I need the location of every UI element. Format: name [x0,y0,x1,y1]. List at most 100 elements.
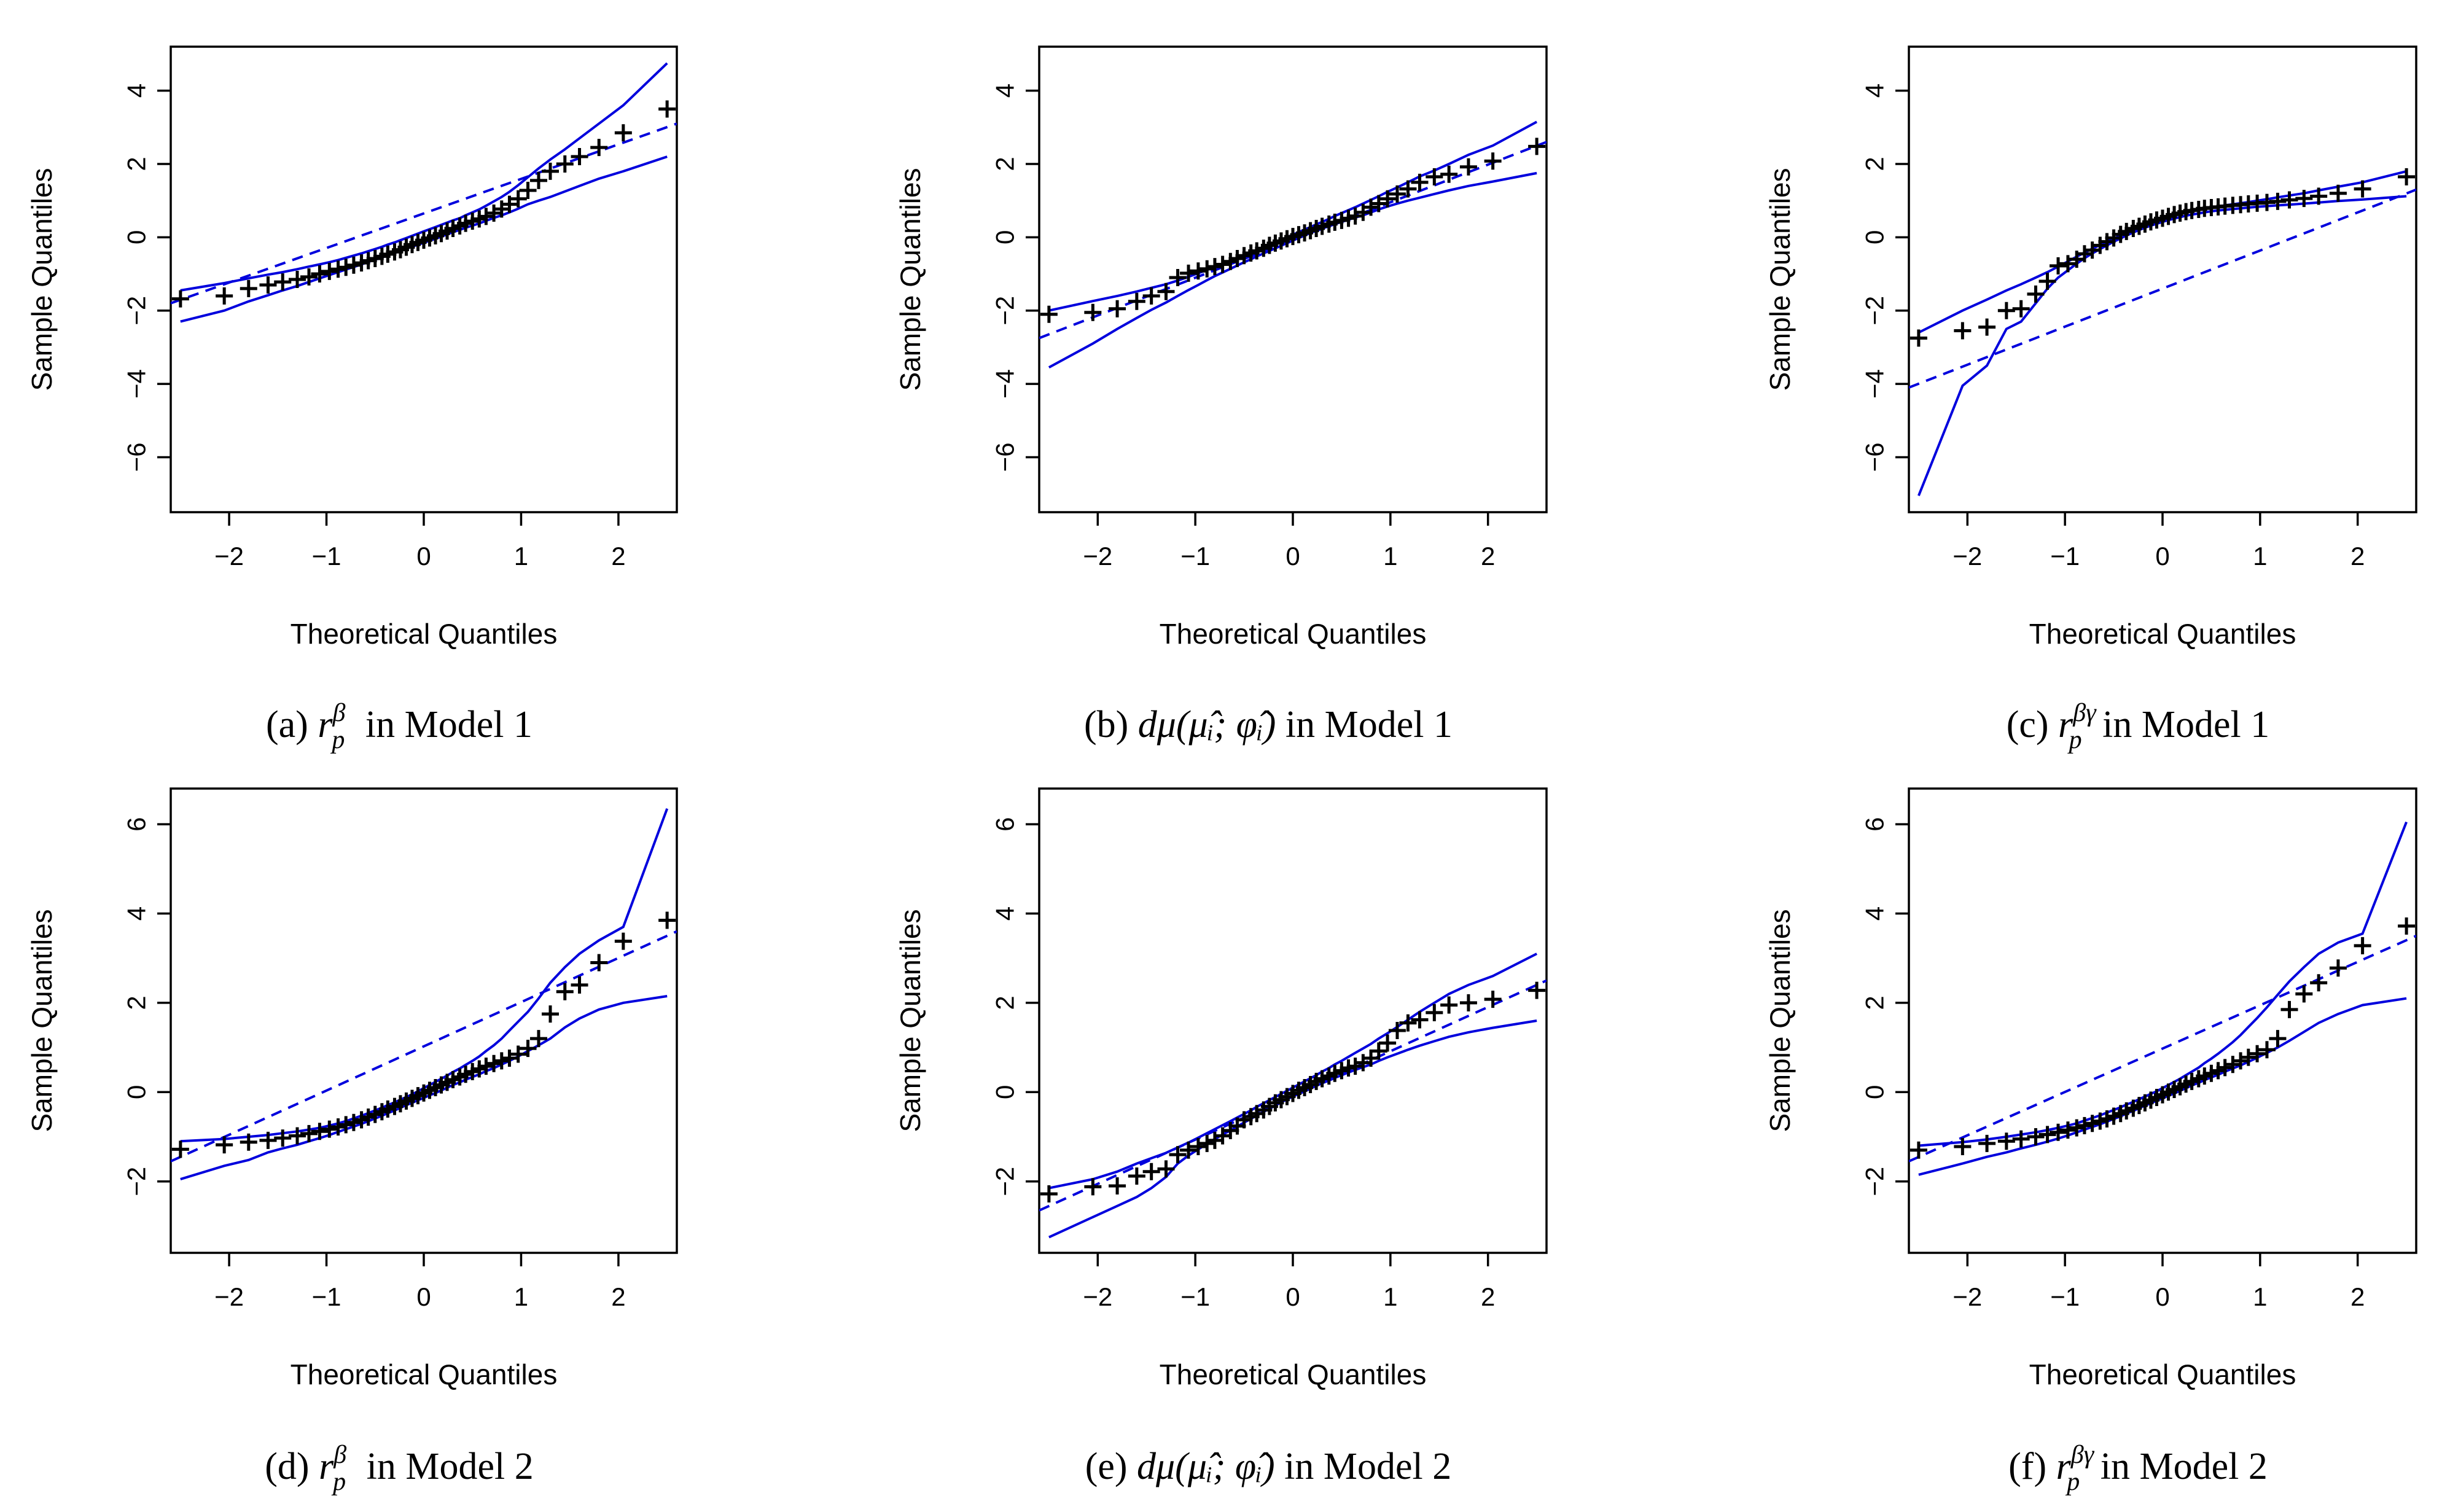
plot-area [1039,120,1547,368]
data-point [1346,1058,1364,1075]
x-tick-label: −1 [312,1282,341,1311]
data-point [556,983,574,1000]
caption-tail: in Model 1 [356,704,532,746]
caption-label: (e) [1085,1446,1137,1487]
data-point [1459,158,1477,176]
y-tick-label: 4 [991,84,1020,98]
caption-symbol: r [319,1446,334,1487]
data-point [1997,302,2015,319]
y-tick-label: −6 [122,443,151,472]
data-point [1426,1003,1443,1021]
caption-label: (d) [265,1446,319,1487]
data-point [2027,285,2045,303]
data-point [509,1045,527,1063]
upper-envelope-line [180,62,668,292]
caption-subscript: p [330,726,345,754]
y-axis-label: Sample Quantiles [894,909,926,1132]
caption-symbol: r [318,704,333,746]
x-tick-label: −1 [1180,1282,1210,1311]
data-point [1440,996,1458,1014]
data-point [1189,262,1207,280]
data-point [2075,1116,2093,1134]
x-tick-label: 2 [2350,1282,2365,1311]
panel-c: −2 −1 0 1 2 −6 −4 −2 0 2 4 Theoretical Quantiles Sam… [1764,45,2417,754]
x-tick-label: −1 [2050,542,2080,571]
data-point [529,1030,547,1048]
data-point [1169,1146,1187,1164]
y-tick-label: 2 [991,996,1020,1010]
plot-area [1909,168,2416,496]
data-point [171,1140,189,1158]
x-tick-label: −1 [312,542,341,571]
data-point [1484,152,1502,170]
data-point [321,262,338,280]
data-point [571,976,588,994]
data-point [1954,1137,1972,1155]
y-axis-label: Sample Quantiles [1764,909,1796,1132]
y-tick-label: 4 [1860,906,1889,921]
data-point [289,1127,306,1145]
y-tick-label: −2 [122,296,151,325]
x-tick-label: −2 [1952,542,1982,571]
y-tick-label: 2 [991,157,1020,171]
x-axis-label: Theoretical Quantiles [291,1358,558,1390]
data-point [519,181,537,199]
x-tick-label: −1 [1180,542,1210,571]
y-tick-label: 2 [1860,996,1889,1010]
data-point [300,268,318,286]
x-tick-label: −2 [1083,542,1112,571]
x-axis-label: Theoretical Quantiles [1160,1358,1427,1390]
y-tick-label: 0 [1860,230,1889,244]
data-point [519,1040,537,1058]
caption-expression: dμ(μ̂ᵢ; φ̂ᵢ) [1137,1446,1275,1487]
x-tick-label: 0 [1285,1282,1300,1311]
lower-envelope-line [1048,171,1537,368]
caption-superscript: β [332,699,345,727]
plot-area [171,808,677,1181]
data-point [329,260,347,278]
y-tick-label: −6 [991,443,1020,472]
x-tick-label: 1 [1383,1282,1397,1311]
data-point [1084,1178,1102,1196]
x-tick-label: 2 [1481,542,1495,571]
data-point [2354,180,2371,198]
x-tick-label: 2 [2350,542,2365,571]
data-point [542,162,559,180]
x-tick-label: 1 [2253,1282,2267,1311]
plot-area [171,62,677,323]
caption-subscript: p [2065,1468,2080,1496]
y-tick-label: 0 [991,1085,1020,1099]
plot-frame [1908,787,2417,1254]
data-point [1180,264,1198,282]
x-axis-label: Theoretical Quantiles [2029,1358,2296,1390]
panel-caption: (c) rβγ p in Model 1 [2007,699,2270,754]
data-point [1084,303,1102,321]
x-tick-label: 0 [416,542,431,571]
y-tick-label: 4 [122,906,151,921]
data-point [259,1131,277,1149]
data-point [1426,168,1443,185]
data-point [658,100,676,118]
y-tick-label: −2 [1860,296,1889,325]
data-point [311,265,329,283]
panel-caption: (b) dμ(μ̂ᵢ; φ̂ᵢ) in Model 1 [1084,704,1453,746]
data-point [2310,187,2328,205]
data-point [1910,329,1927,347]
caption-label: (b) [1084,704,1138,746]
y-tick-label: −2 [991,1167,1020,1196]
data-point [2038,272,2056,290]
data-point [2329,959,2347,977]
data-point [1109,300,1126,318]
y-axis-label: Sample Quantiles [26,168,58,391]
data-point [1157,283,1175,300]
y-axis-label: Sample Quantiles [26,909,58,1132]
x-tick-label: −2 [1952,1282,1982,1311]
upper-envelope-line [1048,953,1538,1190]
data-point [556,155,574,173]
data-point [289,271,306,288]
caption-subscript: p [2067,726,2082,754]
data-point [493,1052,510,1070]
caption-expression: dμ(μ̂ᵢ; φ̂ᵢ) [1138,704,1276,746]
data-point [1459,994,1477,1011]
reference-dashed-line [171,122,677,305]
